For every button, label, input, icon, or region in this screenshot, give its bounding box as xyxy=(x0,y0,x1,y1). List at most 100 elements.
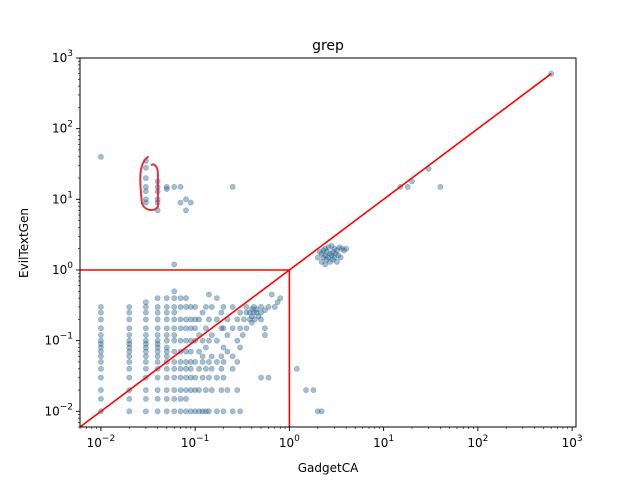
data-point xyxy=(177,365,184,372)
data-point xyxy=(154,374,161,381)
data-point xyxy=(183,359,189,365)
data-point xyxy=(243,304,250,310)
data-point xyxy=(142,353,149,360)
data-point xyxy=(142,316,149,323)
y-tick-label: 102 xyxy=(52,120,73,136)
data-point xyxy=(206,316,212,323)
data-point xyxy=(229,304,236,310)
data-point xyxy=(253,309,260,316)
x-axis-title: GadgetCA xyxy=(298,461,359,475)
data-point xyxy=(334,259,340,265)
data-point xyxy=(320,247,327,254)
data-point xyxy=(171,295,178,302)
data-point xyxy=(154,353,161,360)
data-point xyxy=(98,316,104,323)
data-point xyxy=(196,408,202,415)
data-point xyxy=(163,374,170,381)
data-point xyxy=(163,295,170,302)
data-point xyxy=(183,295,189,302)
data-point xyxy=(192,325,199,332)
y-tick-label: 10−1 xyxy=(44,332,73,348)
data-point xyxy=(234,316,241,323)
data-point xyxy=(98,359,104,365)
data-point xyxy=(187,387,194,393)
data-point xyxy=(177,304,184,310)
data-point xyxy=(126,316,133,323)
data-point xyxy=(218,309,225,316)
data-point xyxy=(142,304,149,310)
data-point xyxy=(187,374,194,381)
data-point xyxy=(183,408,189,415)
data-point xyxy=(199,309,206,316)
data-point xyxy=(126,325,133,332)
data-point xyxy=(218,365,225,372)
x-tick-label: 10−2 xyxy=(87,434,116,450)
data-point xyxy=(98,365,104,372)
data-point xyxy=(202,344,209,351)
data-point xyxy=(163,395,170,402)
data-point xyxy=(142,359,149,365)
data-point xyxy=(163,387,170,393)
data-point xyxy=(163,332,170,338)
data-point xyxy=(126,304,133,310)
data-point xyxy=(199,337,206,344)
data-point xyxy=(250,304,257,310)
data-point xyxy=(163,353,170,360)
data-point xyxy=(192,374,199,381)
data-point xyxy=(154,387,161,393)
data-point xyxy=(318,408,325,415)
data-point xyxy=(208,332,215,338)
y-axis: 10−2 10−1 100 101 102 103 xyxy=(44,49,80,428)
data-point xyxy=(171,325,178,332)
data-point xyxy=(314,408,321,415)
data-point xyxy=(98,348,104,355)
data-point xyxy=(234,387,241,393)
reference-line-diagonal xyxy=(79,73,552,428)
data-point xyxy=(154,344,161,351)
data-point xyxy=(126,337,133,344)
data-point xyxy=(265,304,272,310)
data-point xyxy=(331,254,338,261)
data-point xyxy=(177,316,184,323)
data-point xyxy=(328,252,335,259)
data-point xyxy=(192,408,199,415)
y-tick-label: 101 xyxy=(52,190,73,206)
data-point xyxy=(142,395,149,402)
data-point xyxy=(310,387,317,393)
data-point xyxy=(220,359,227,365)
data-point xyxy=(142,387,149,393)
data-point xyxy=(303,387,309,393)
data-point xyxy=(142,340,149,347)
data-point xyxy=(239,332,246,338)
data-point xyxy=(325,254,332,261)
data-point xyxy=(126,340,133,347)
data-point xyxy=(237,344,244,351)
data-point xyxy=(343,245,350,252)
data-point xyxy=(171,332,178,338)
data-point xyxy=(248,319,255,326)
x-axis: 10−2 10−1 100 101 102 103 xyxy=(79,427,583,450)
data-point xyxy=(154,316,161,323)
data-point xyxy=(187,348,194,355)
y-tick-label: 103 xyxy=(52,49,73,65)
data-point xyxy=(171,309,178,316)
data-point xyxy=(274,299,281,306)
y-tick-label: 10−2 xyxy=(44,402,73,418)
data-point xyxy=(98,337,104,344)
data-point xyxy=(224,332,231,338)
data-point xyxy=(98,374,104,381)
highlight-annotation xyxy=(139,155,159,212)
data-point xyxy=(196,316,202,323)
x-tick-label: 101 xyxy=(373,434,394,450)
data-point xyxy=(224,387,231,393)
data-point xyxy=(265,374,272,381)
data-point xyxy=(206,374,212,381)
data-point xyxy=(126,408,133,415)
data-point xyxy=(246,309,253,316)
data-point xyxy=(234,359,241,365)
data-point xyxy=(126,359,133,365)
data-point xyxy=(171,374,178,381)
data-point xyxy=(192,316,199,323)
data-point xyxy=(171,316,178,323)
data-point xyxy=(277,295,284,302)
